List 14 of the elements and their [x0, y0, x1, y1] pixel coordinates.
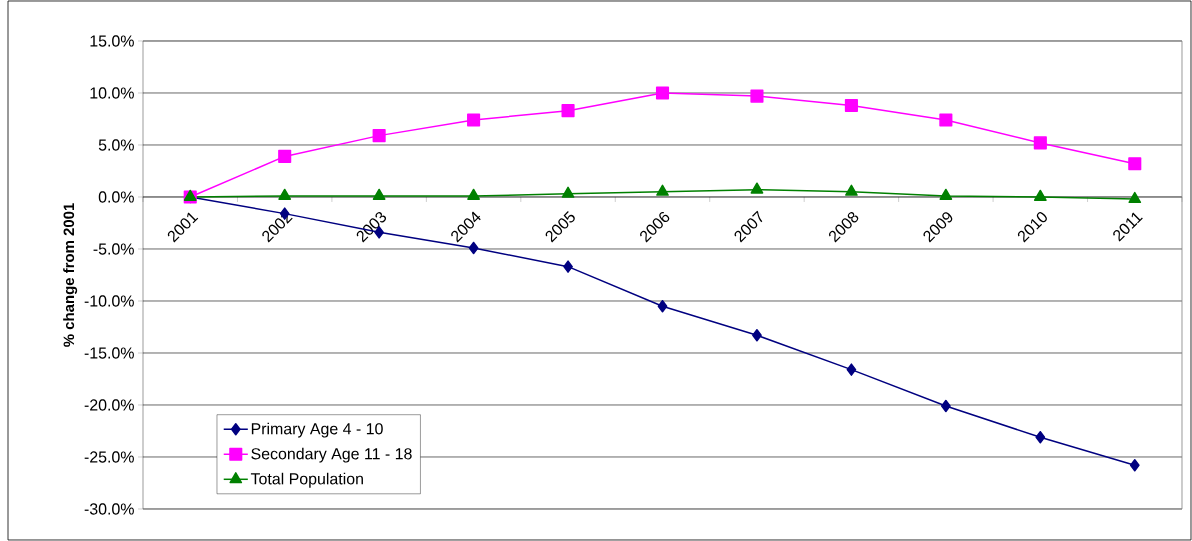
legend-label: Secondary Age 11 - 18 — [251, 447, 412, 463]
y-tick-label: -15.0% — [84, 347, 134, 359]
legend-label: Primary Age 4 - 10 — [251, 422, 383, 438]
y-tick-label: -10.0% — [84, 295, 134, 307]
y-tick-label: -20.0% — [84, 399, 134, 411]
y-axis-title: % change from 2001 — [63, 203, 78, 347]
y-tick-label: 5.0% — [98, 139, 134, 151]
y-tick-label: -5.0% — [93, 243, 134, 255]
y-tick-label: -30.0% — [84, 503, 134, 515]
legend-label: Total Population — [250, 472, 363, 488]
y-tick-label: -25.0% — [84, 451, 134, 463]
y-tick-label: 15.0% — [90, 35, 134, 47]
y-tick-label: 10.0% — [90, 87, 134, 99]
y-tick-label: 0.0% — [98, 191, 134, 203]
